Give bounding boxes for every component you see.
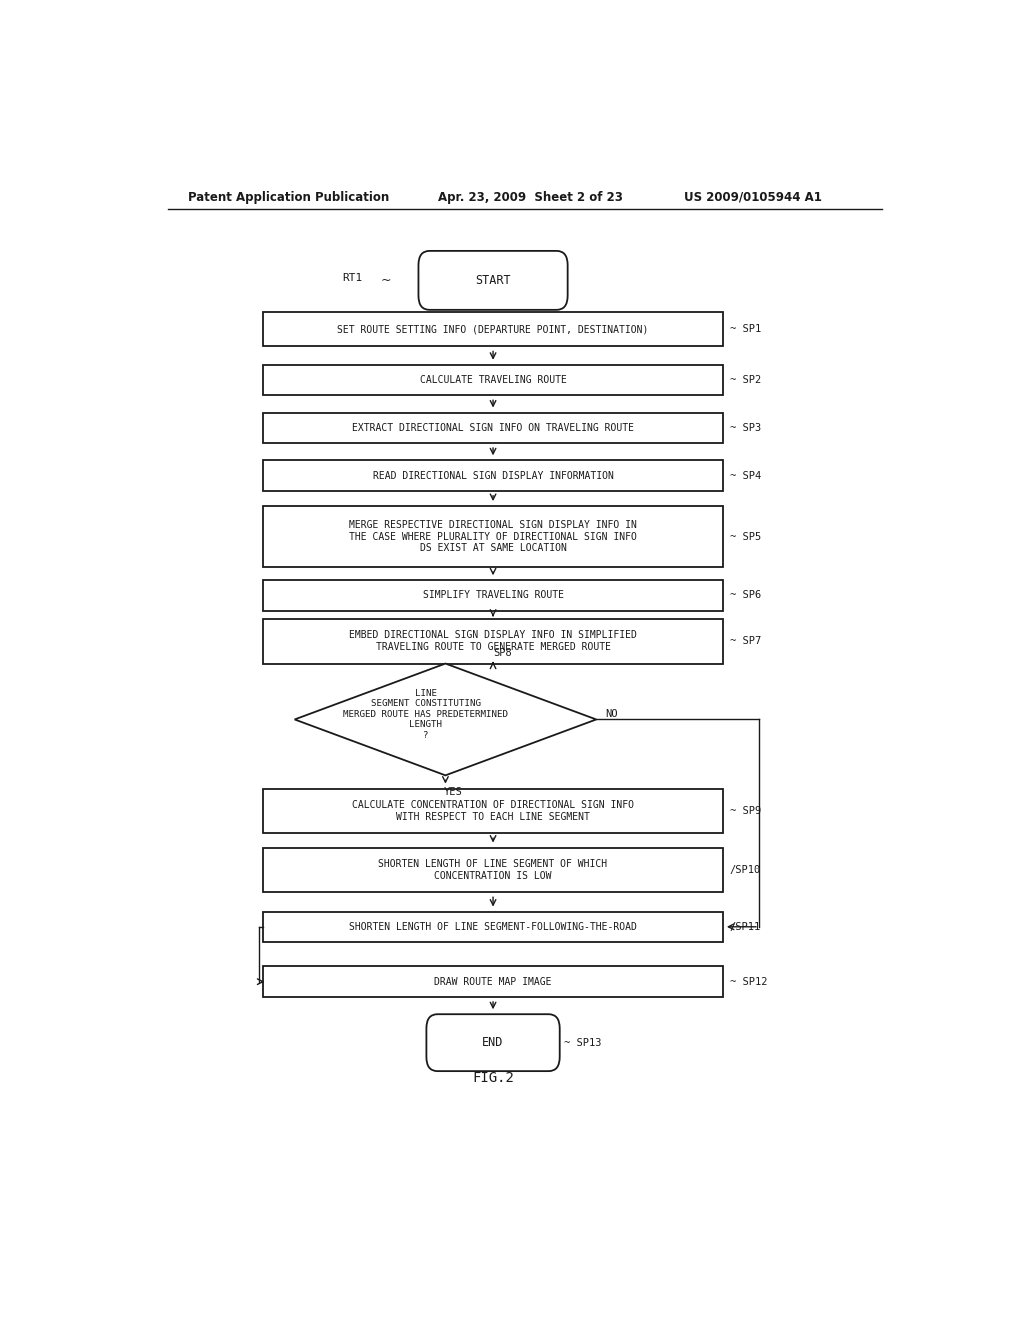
FancyBboxPatch shape xyxy=(263,506,723,568)
Text: Patent Application Publication: Patent Application Publication xyxy=(187,190,389,203)
Text: SHORTEN LENGTH OF LINE SEGMENT-FOLLOWING-THE-ROAD: SHORTEN LENGTH OF LINE SEGMENT-FOLLOWING… xyxy=(349,921,637,932)
Text: /SP10: /SP10 xyxy=(729,865,761,875)
Text: FIG.2: FIG.2 xyxy=(472,1072,514,1085)
Text: EMBED DIRECTIONAL SIGN DISPLAY INFO IN SIMPLIFIED
TRAVELING ROUTE TO GENERATE ME: EMBED DIRECTIONAL SIGN DISPLAY INFO IN S… xyxy=(349,631,637,652)
Text: SET ROUTE SETTING INFO (DEPARTURE POINT, DESTINATION): SET ROUTE SETTING INFO (DEPARTURE POINT,… xyxy=(337,325,649,334)
FancyBboxPatch shape xyxy=(263,364,723,395)
FancyBboxPatch shape xyxy=(263,912,723,942)
Text: EXTRACT DIRECTIONAL SIGN INFO ON TRAVELING ROUTE: EXTRACT DIRECTIONAL SIGN INFO ON TRAVELI… xyxy=(352,422,634,433)
Text: YES: YES xyxy=(444,787,463,796)
Text: ~ SP9: ~ SP9 xyxy=(729,807,761,816)
Text: ~ SP3: ~ SP3 xyxy=(729,422,761,433)
Text: READ DIRECTIONAL SIGN DISPLAY INFORMATION: READ DIRECTIONAL SIGN DISPLAY INFORMATIO… xyxy=(373,470,613,480)
Text: SHORTEN LENGTH OF LINE SEGMENT OF WHICH
CONCENTRATION IS LOW: SHORTEN LENGTH OF LINE SEGMENT OF WHICH … xyxy=(379,859,607,880)
Text: NO: NO xyxy=(606,709,618,719)
Text: US 2009/0105944 A1: US 2009/0105944 A1 xyxy=(684,190,821,203)
Text: LINE
SEGMENT CONSTITUTING
MERGED ROUTE HAS PREDETERMINED
LENGTH
?: LINE SEGMENT CONSTITUTING MERGED ROUTE H… xyxy=(343,689,508,739)
FancyBboxPatch shape xyxy=(263,788,723,833)
FancyBboxPatch shape xyxy=(263,847,723,892)
Text: DRAW ROUTE MAP IMAGE: DRAW ROUTE MAP IMAGE xyxy=(434,977,552,986)
Text: ~: ~ xyxy=(380,273,391,286)
Text: ~ SP4: ~ SP4 xyxy=(729,470,761,480)
Text: ~ SP6: ~ SP6 xyxy=(729,590,761,601)
Text: ~ SP13: ~ SP13 xyxy=(564,1038,602,1048)
Text: ~ SP7: ~ SP7 xyxy=(729,636,761,647)
Text: ~ SP2: ~ SP2 xyxy=(729,375,761,385)
FancyBboxPatch shape xyxy=(263,966,723,997)
Polygon shape xyxy=(295,664,596,775)
FancyBboxPatch shape xyxy=(426,1014,560,1071)
Text: RT1: RT1 xyxy=(342,273,362,284)
FancyBboxPatch shape xyxy=(419,251,567,310)
FancyBboxPatch shape xyxy=(263,581,723,611)
Text: CALCULATE CONCENTRATION OF DIRECTIONAL SIGN INFO
WITH RESPECT TO EACH LINE SEGME: CALCULATE CONCENTRATION OF DIRECTIONAL S… xyxy=(352,800,634,822)
Text: ~ SP5: ~ SP5 xyxy=(729,532,761,541)
Text: /SP11: /SP11 xyxy=(729,921,761,932)
Text: Apr. 23, 2009  Sheet 2 of 23: Apr. 23, 2009 Sheet 2 of 23 xyxy=(437,190,623,203)
Text: SIMPLIFY TRAVELING ROUTE: SIMPLIFY TRAVELING ROUTE xyxy=(423,590,563,601)
FancyBboxPatch shape xyxy=(263,412,723,444)
FancyBboxPatch shape xyxy=(263,619,723,664)
Text: END: END xyxy=(482,1036,504,1049)
Text: ~ SP1: ~ SP1 xyxy=(729,325,761,334)
FancyBboxPatch shape xyxy=(263,461,723,491)
FancyBboxPatch shape xyxy=(263,312,723,346)
Text: SP8: SP8 xyxy=(494,648,512,659)
Text: ~ SP12: ~ SP12 xyxy=(729,977,767,986)
Text: CALCULATE TRAVELING ROUTE: CALCULATE TRAVELING ROUTE xyxy=(420,375,566,385)
Text: START: START xyxy=(475,273,511,286)
Text: MERGE RESPECTIVE DIRECTIONAL SIGN DISPLAY INFO IN
THE CASE WHERE PLURALITY OF DI: MERGE RESPECTIVE DIRECTIONAL SIGN DISPLA… xyxy=(349,520,637,553)
